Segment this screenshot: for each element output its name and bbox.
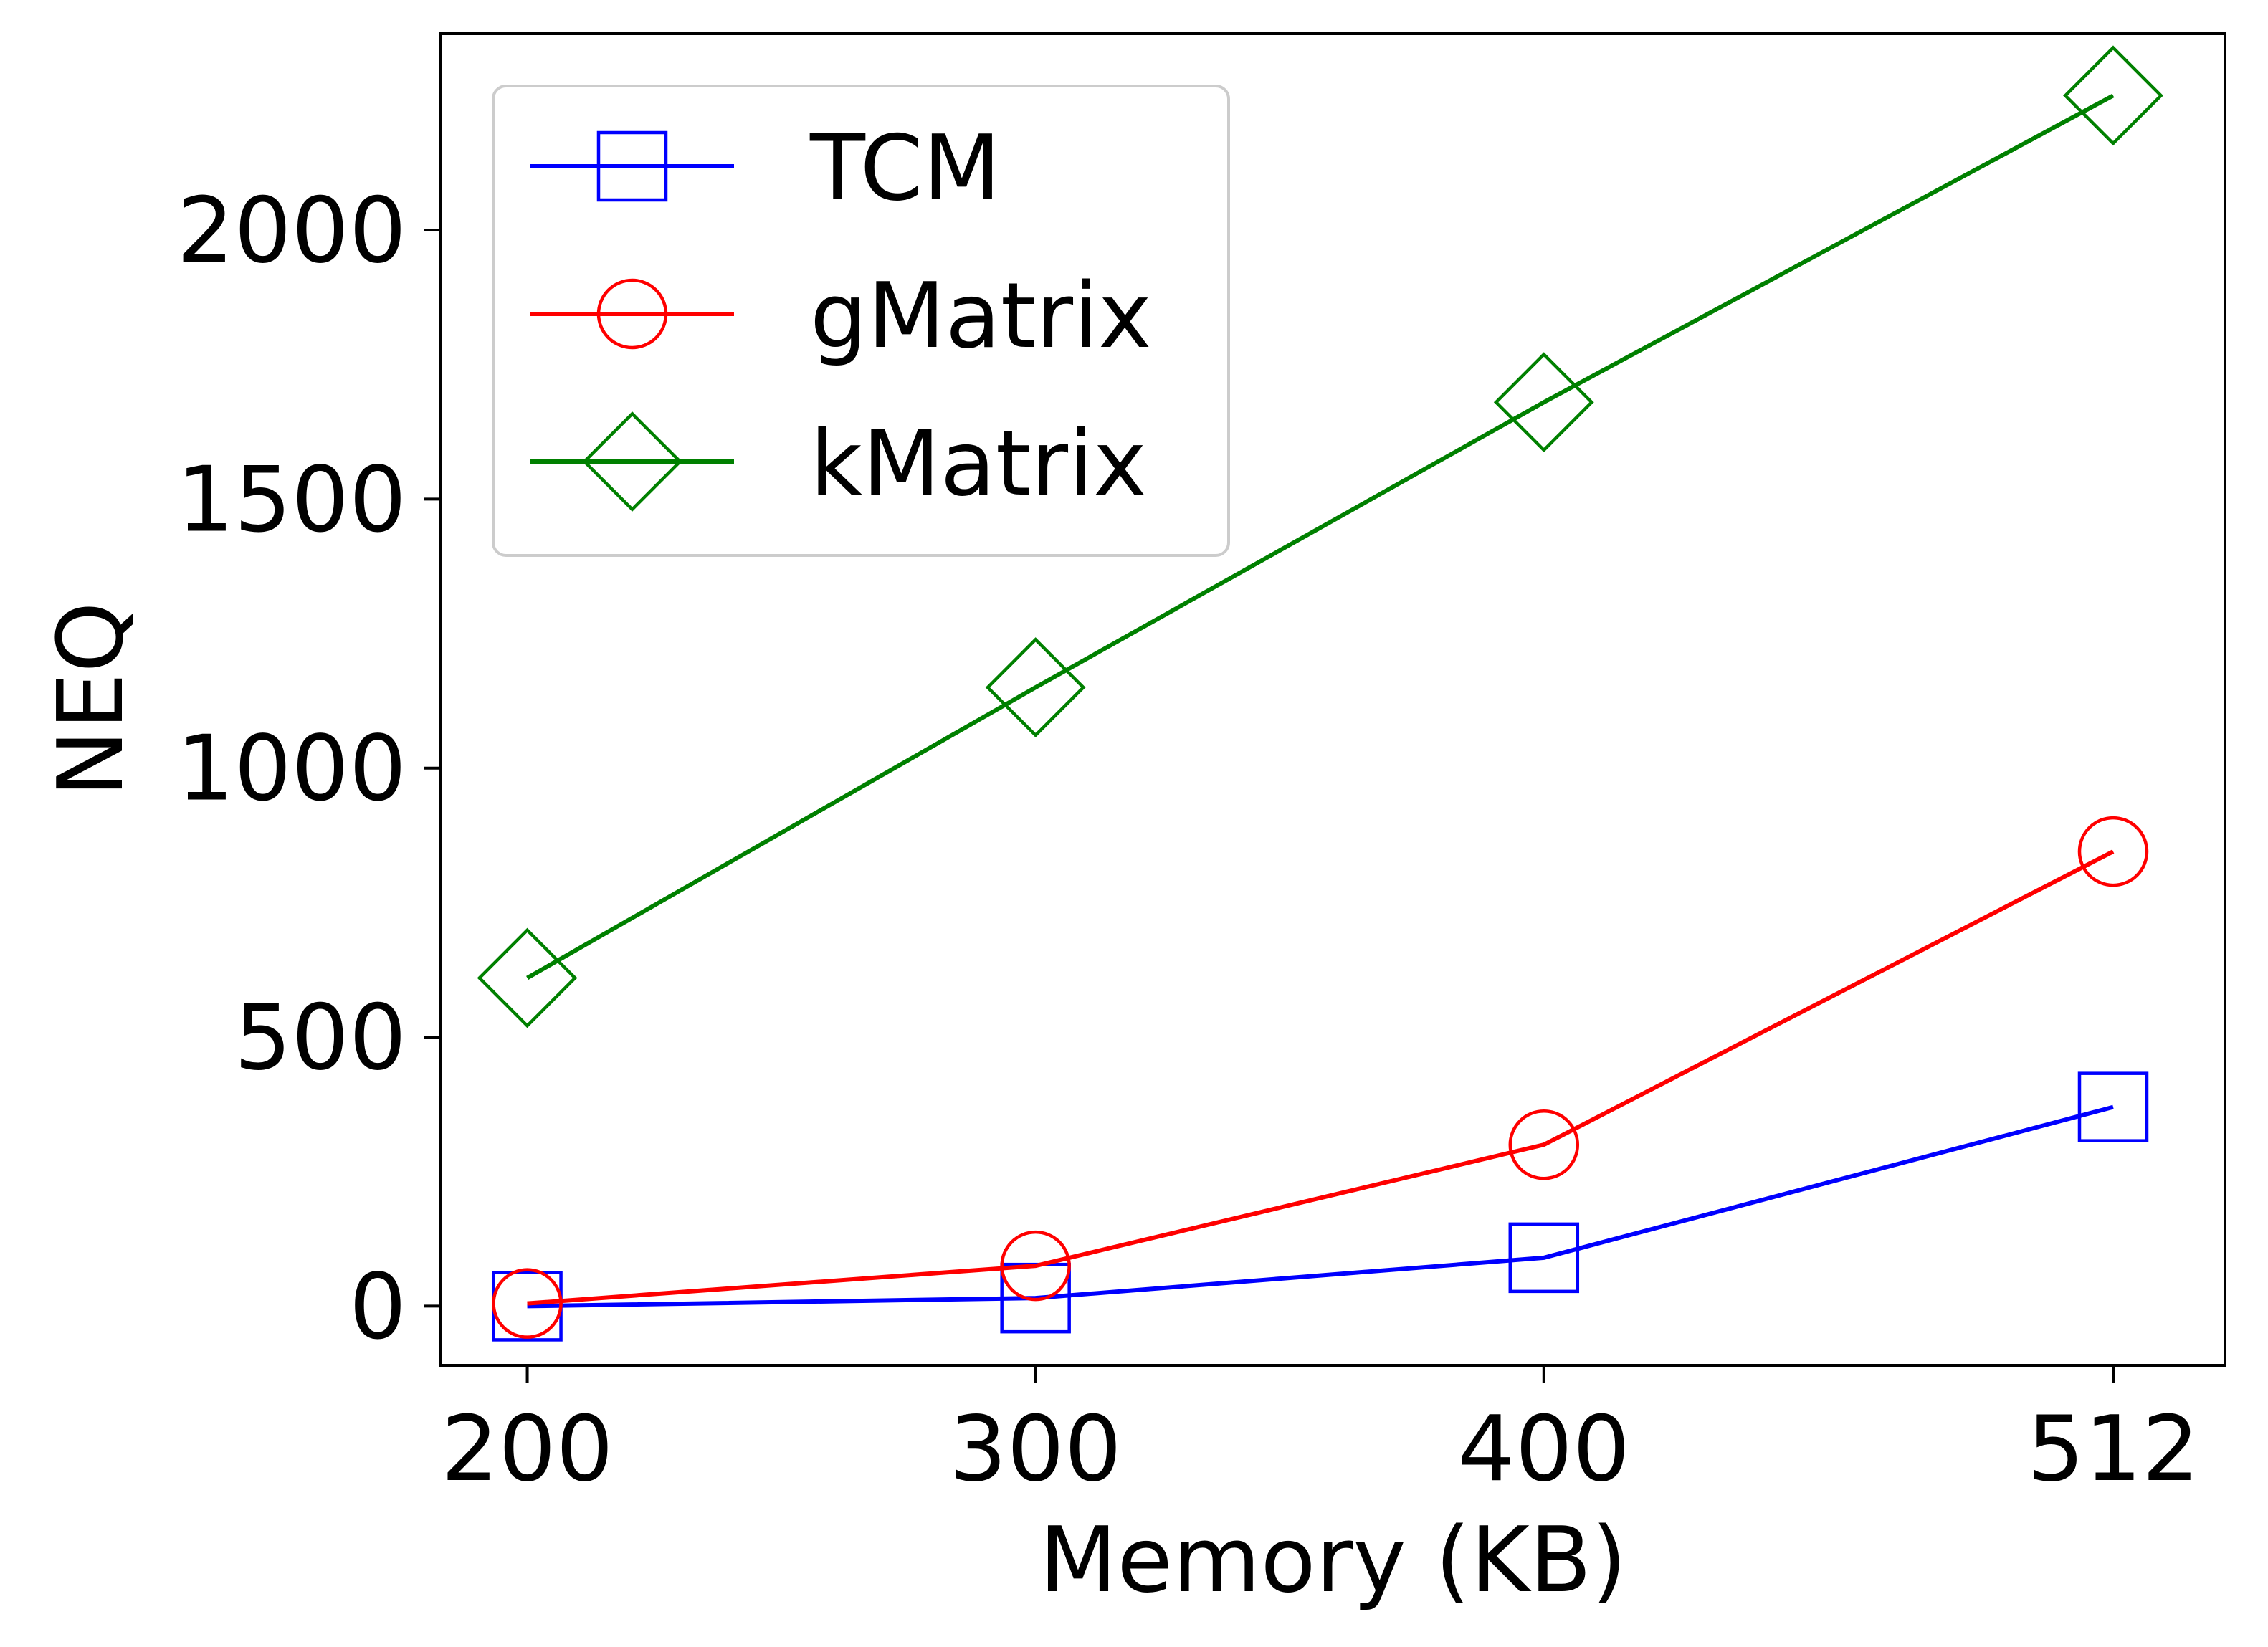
- series-line: [527, 849, 2115, 1306]
- legend-label: kMatrix: [810, 411, 1147, 516]
- y-tick-label: 2000: [176, 178, 406, 283]
- y-tick-label: 1000: [176, 716, 406, 821]
- series-kmatrix: [477, 45, 2163, 1028]
- x-tick-label: 512: [2027, 1396, 2200, 1502]
- legend-entry-tcm: TCM: [530, 115, 1001, 221]
- legend-label: TCM: [809, 115, 1001, 221]
- series-line: [526, 93, 2115, 980]
- x-axis-label: Memory (KB): [1039, 1507, 1627, 1613]
- legend-box: [492, 85, 1230, 557]
- data-point-diamond: [985, 637, 1086, 738]
- x-tick-label: 300: [949, 1396, 1122, 1502]
- x-tick-label: 200: [441, 1396, 614, 1502]
- data-point-circle: [1508, 1109, 1580, 1180]
- data-point-square: [596, 130, 668, 202]
- data-point-circle: [2077, 816, 2149, 887]
- x-tick-label: 400: [1458, 1396, 1631, 1502]
- data-point-diamond: [582, 411, 682, 512]
- series-line: [527, 1104, 2114, 1309]
- data-point-square: [2077, 1071, 2149, 1142]
- series-gmatrix: [492, 816, 2149, 1339]
- y-tick-label: 1500: [176, 447, 406, 552]
- y-tick-label: 0: [349, 1254, 406, 1359]
- data-point-diamond: [1493, 352, 1594, 453]
- legend-entry-gmatrix: gMatrix: [530, 263, 1152, 368]
- data-point-circle: [1000, 1230, 1071, 1302]
- data-point-diamond: [477, 927, 578, 1028]
- data-point-circle: [596, 278, 668, 350]
- data-point-square: [1508, 1222, 1580, 1294]
- legend-label: gMatrix: [810, 263, 1152, 368]
- data-point-circle: [492, 1268, 563, 1339]
- y-tick-label: 500: [234, 985, 407, 1090]
- plot-frame: [439, 32, 2226, 1367]
- data-point-diamond: [2063, 45, 2163, 146]
- legend-entry-kmatrix: kMatrix: [530, 411, 1147, 516]
- y-axis-label: NEQ: [38, 601, 143, 797]
